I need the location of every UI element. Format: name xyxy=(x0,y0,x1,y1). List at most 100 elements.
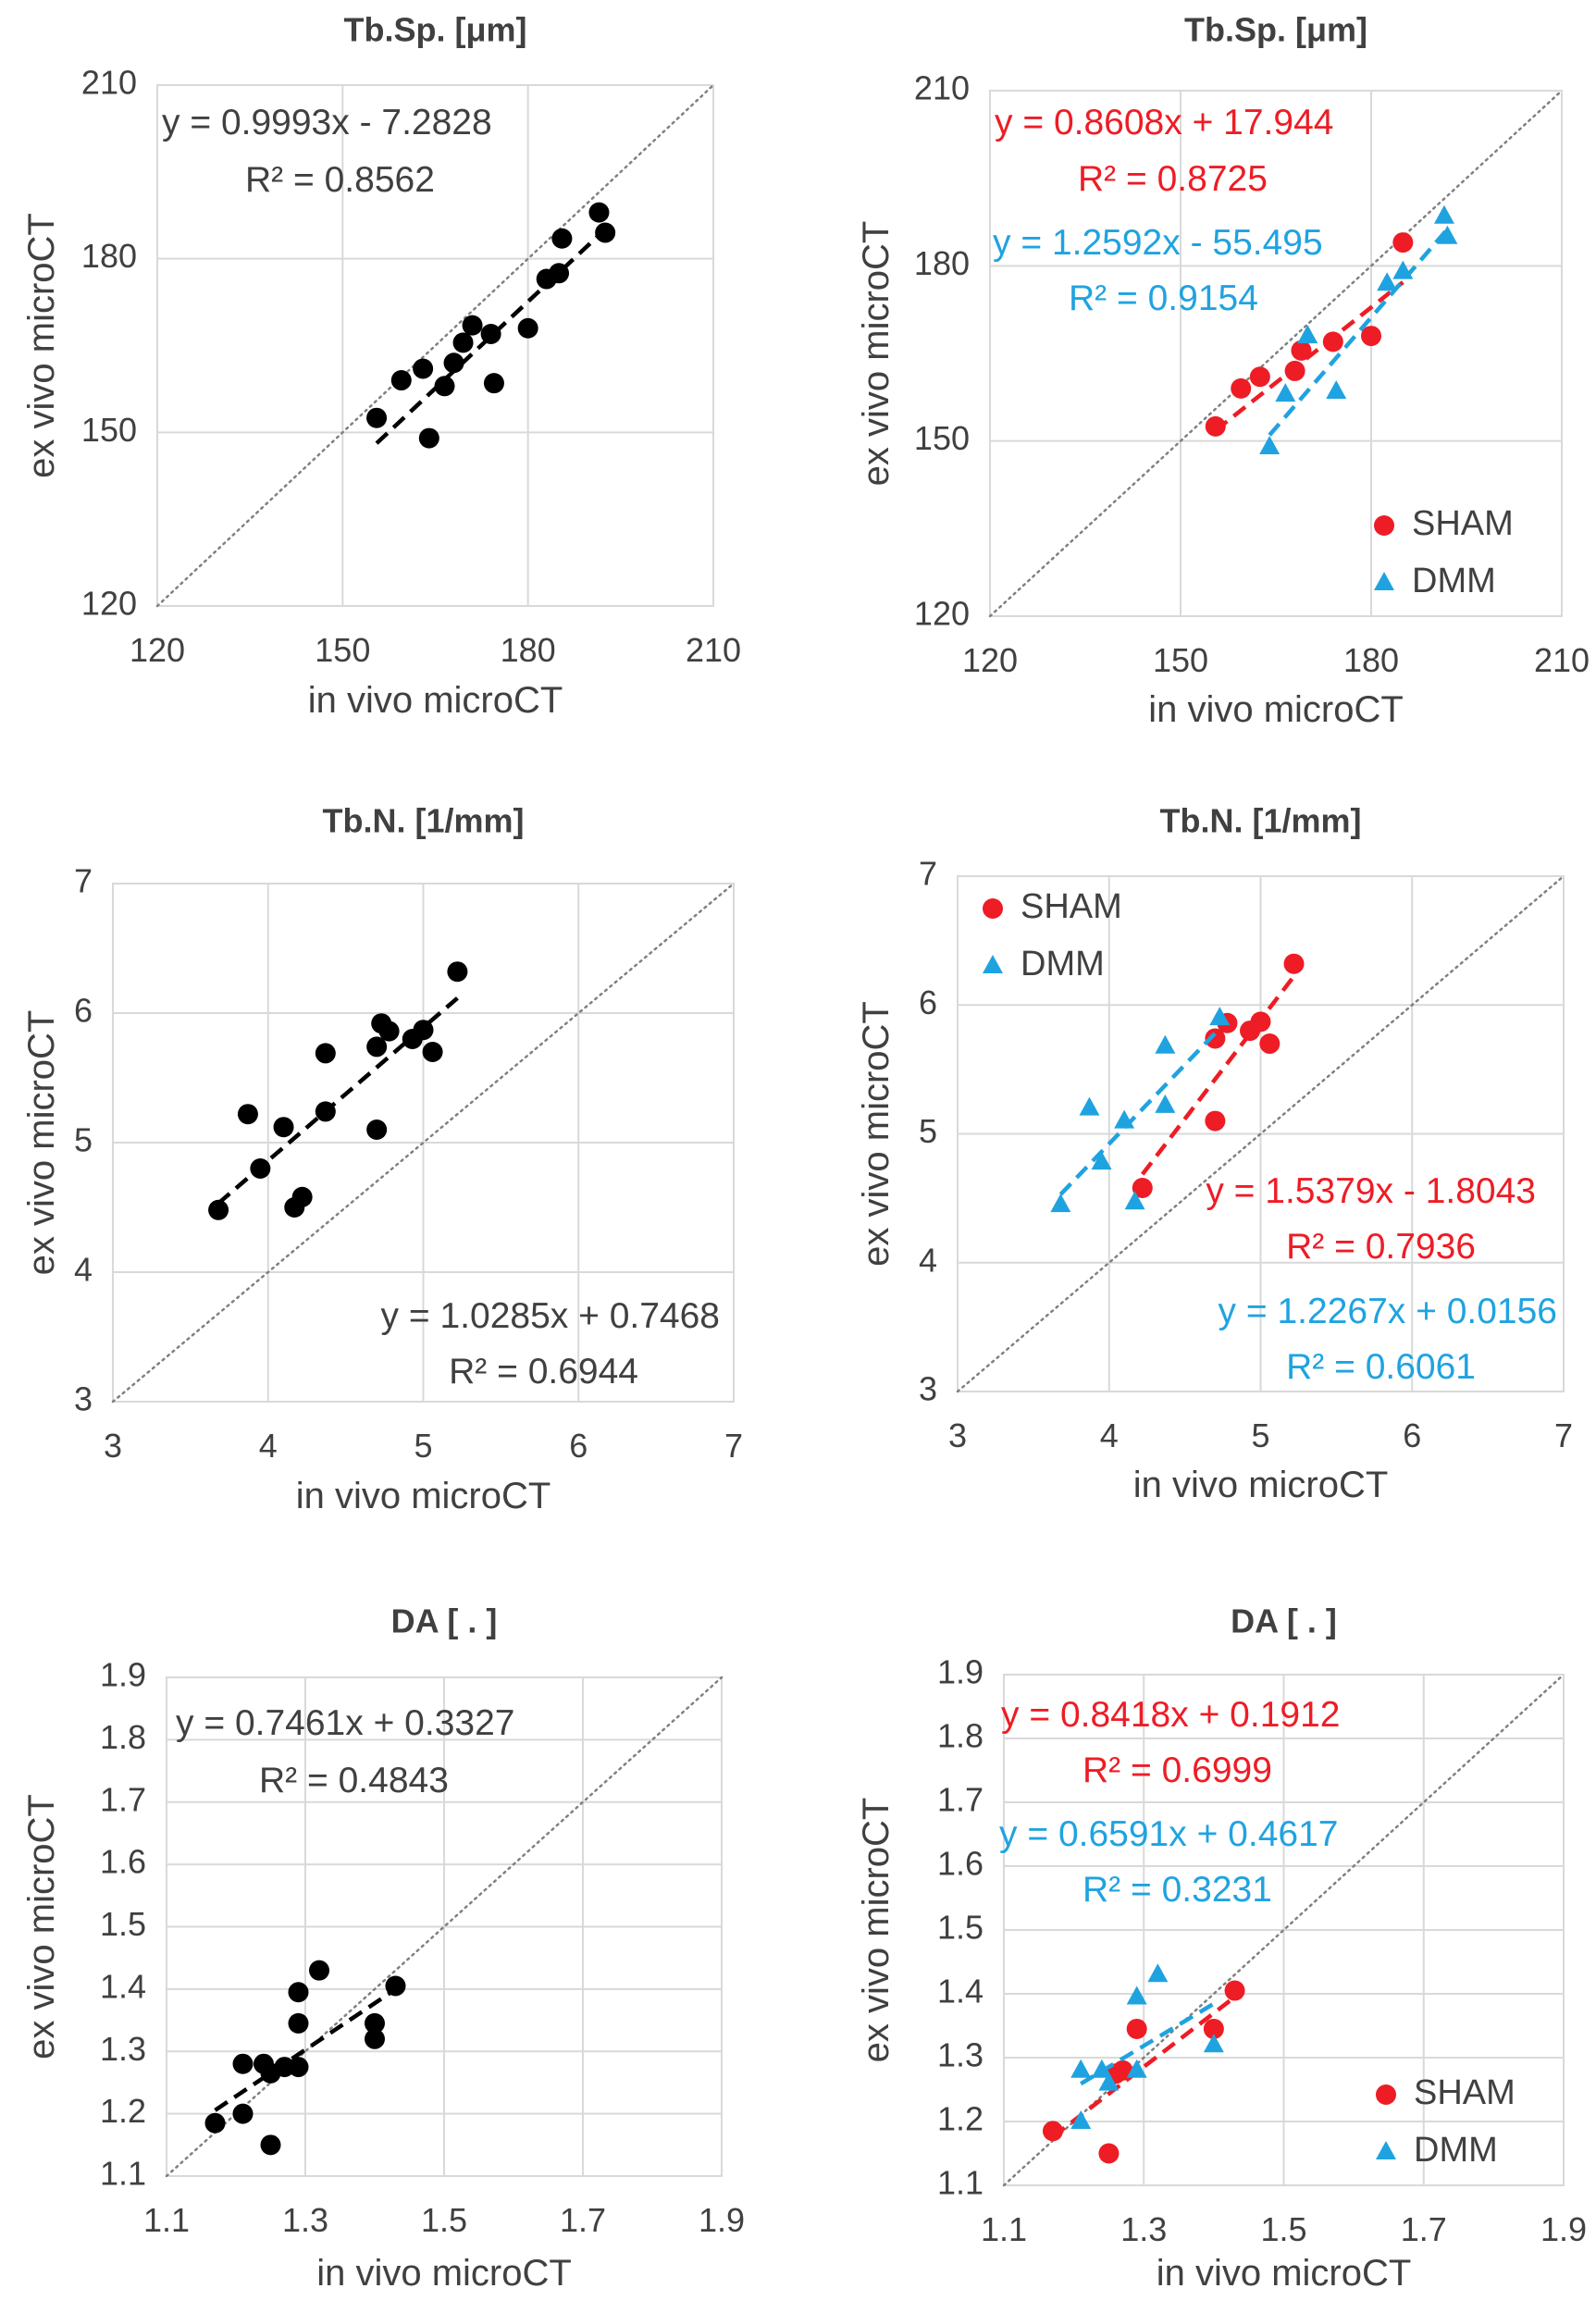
data-point xyxy=(1155,1094,1176,1113)
data-point xyxy=(365,2012,385,2034)
identity-line xyxy=(111,882,736,1404)
x-axis-label: in vivo microCT xyxy=(296,1476,551,1516)
regression-equation: y = 1.2592x - 55.495 xyxy=(993,223,1323,263)
y-tick-label: 1.7 xyxy=(100,1780,146,1818)
data-point xyxy=(291,1186,313,1207)
data-point xyxy=(366,1036,388,1058)
data-point xyxy=(309,1960,329,1981)
plot-area xyxy=(156,84,714,607)
x-tick-label: 6 xyxy=(1403,1416,1421,1454)
data-point xyxy=(452,332,474,353)
r-squared-label: R² = 0.3231 xyxy=(1083,1870,1272,1910)
data-point xyxy=(1224,1980,1245,2001)
data-point xyxy=(273,1117,294,1138)
y-axis-label: ex vivo microCT xyxy=(21,1794,62,2059)
x-tick-label: 3 xyxy=(104,1427,122,1465)
data-point xyxy=(1433,204,1454,224)
x-tick-label: 1.1 xyxy=(143,2201,190,2239)
identity-line xyxy=(956,874,1565,1393)
x-tick-label: 1.7 xyxy=(1401,2210,1447,2248)
series-all: y = 0.7461x + 0.3327 R² = 0.4843 xyxy=(176,1703,514,2156)
legend-label-dmm: DMM xyxy=(1412,562,1496,600)
x-tick-label: 1.3 xyxy=(1120,2210,1167,2248)
data-point xyxy=(483,373,504,394)
data-point xyxy=(1098,2072,1120,2091)
chart-panel-5: DA [ . ] 1.1 1.3 1.5 1.7 1.9 1.1 1.2 1.3 1.4 1.5 1.… xyxy=(21,1602,745,2294)
data-point xyxy=(390,370,412,391)
x-axis-label: in vivo microCT xyxy=(308,680,563,721)
x-tick-label: 180 xyxy=(501,631,556,669)
chart-panel-1: Tb.Sp. [μm] 120 150 180 210 120 150 180 210 in vi… xyxy=(21,11,741,721)
r-squared-label: R² = 0.6061 xyxy=(1286,1347,1476,1387)
legend-marker-sham xyxy=(983,898,1003,919)
series-dmm: y = 1.2267x + 0.0156 R² = 0.6061 xyxy=(1050,1007,1557,1387)
data-point xyxy=(232,2103,254,2124)
r-squared-label: R² = 0.4843 xyxy=(259,1761,449,1800)
x-tick-label: 6 xyxy=(569,1427,588,1465)
data-point xyxy=(232,2053,254,2074)
data-point xyxy=(1209,1007,1231,1026)
identity-line xyxy=(155,83,715,608)
y-axis-label: ex vivo microCT xyxy=(856,1001,897,1267)
y-tick-label: 3 xyxy=(919,1370,937,1408)
data-point xyxy=(1050,1194,1071,1213)
data-point xyxy=(1259,435,1281,454)
data-point xyxy=(1126,1985,1147,2005)
data-point xyxy=(237,1104,258,1125)
series-all: y = 0.9993x - 7.2828 R² = 0.8562 xyxy=(162,103,616,449)
x-tick-label: 5 xyxy=(414,1427,432,1465)
data-point xyxy=(447,961,468,983)
y-tick-label: 120 xyxy=(81,585,137,623)
y-tick-label: 4 xyxy=(74,1251,93,1289)
regression-equation: y = 1.2267x + 0.0156 xyxy=(1219,1292,1557,1331)
data-point xyxy=(1250,1011,1271,1033)
y-axis-label: ex vivo microCT xyxy=(856,221,897,487)
data-point xyxy=(413,1020,434,1041)
data-point xyxy=(1249,366,1270,388)
x-tick-label: 1.5 xyxy=(1260,2210,1306,2248)
data-point xyxy=(1297,325,1318,344)
y-tick-label: 5 xyxy=(74,1121,93,1159)
y-axis-label: ex vivo microCT xyxy=(21,213,62,478)
trendline-all xyxy=(375,228,607,445)
regression-equation: y = 1.5379x - 1.8043 xyxy=(1206,1171,1536,1211)
data-point xyxy=(1203,2034,1224,2053)
regression-equation: y = 0.9993x - 7.2828 xyxy=(162,103,492,142)
plot-area xyxy=(989,90,1563,617)
x-tick-label: 4 xyxy=(259,1427,278,1465)
plot-area xyxy=(166,1676,723,2177)
regression-equation: y = 0.8418x + 0.1912 xyxy=(1001,1695,1340,1735)
data-point xyxy=(517,317,538,339)
y-tick-label: 1.8 xyxy=(100,1718,146,1756)
identity-line xyxy=(165,1676,724,2178)
data-point xyxy=(1231,377,1252,399)
y-tick-label: 1.5 xyxy=(937,1909,984,1947)
x-tick-label: 210 xyxy=(686,631,741,669)
data-point xyxy=(1091,2059,1112,2078)
y-tick-label: 1.6 xyxy=(937,1845,984,1883)
data-point xyxy=(462,315,483,336)
trendline-dmm xyxy=(1058,1027,1221,1196)
x-tick-label: 5 xyxy=(1251,1416,1269,1454)
legend-label-dmm: DMM xyxy=(1021,945,1105,983)
data-point xyxy=(549,263,570,284)
data-point xyxy=(595,222,616,243)
y-tick-label: 210 xyxy=(81,64,137,102)
data-point xyxy=(1147,1963,1169,1983)
y-tick-label: 1.1 xyxy=(937,2164,984,2202)
regression-equation: y = 0.6591x + 0.4617 xyxy=(999,1814,1338,1854)
data-point xyxy=(1326,380,1347,400)
data-point xyxy=(288,1982,309,2003)
y-tick-label: 1.6 xyxy=(100,1843,146,1881)
y-tick-label: 6 xyxy=(919,983,937,1021)
legend-label-sham: SHAM xyxy=(1414,2073,1516,2112)
x-tick-label: 7 xyxy=(724,1427,743,1465)
y-axis-label: ex vivo microCT xyxy=(856,1798,897,2063)
data-point xyxy=(588,202,610,223)
legend-label-sham: SHAM xyxy=(1021,887,1122,926)
legend-marker-sham xyxy=(1374,515,1394,536)
data-point xyxy=(1091,1151,1112,1170)
y-tick-label: 1.1 xyxy=(100,2155,146,2193)
y-tick-label: 1.2 xyxy=(100,2092,146,2130)
